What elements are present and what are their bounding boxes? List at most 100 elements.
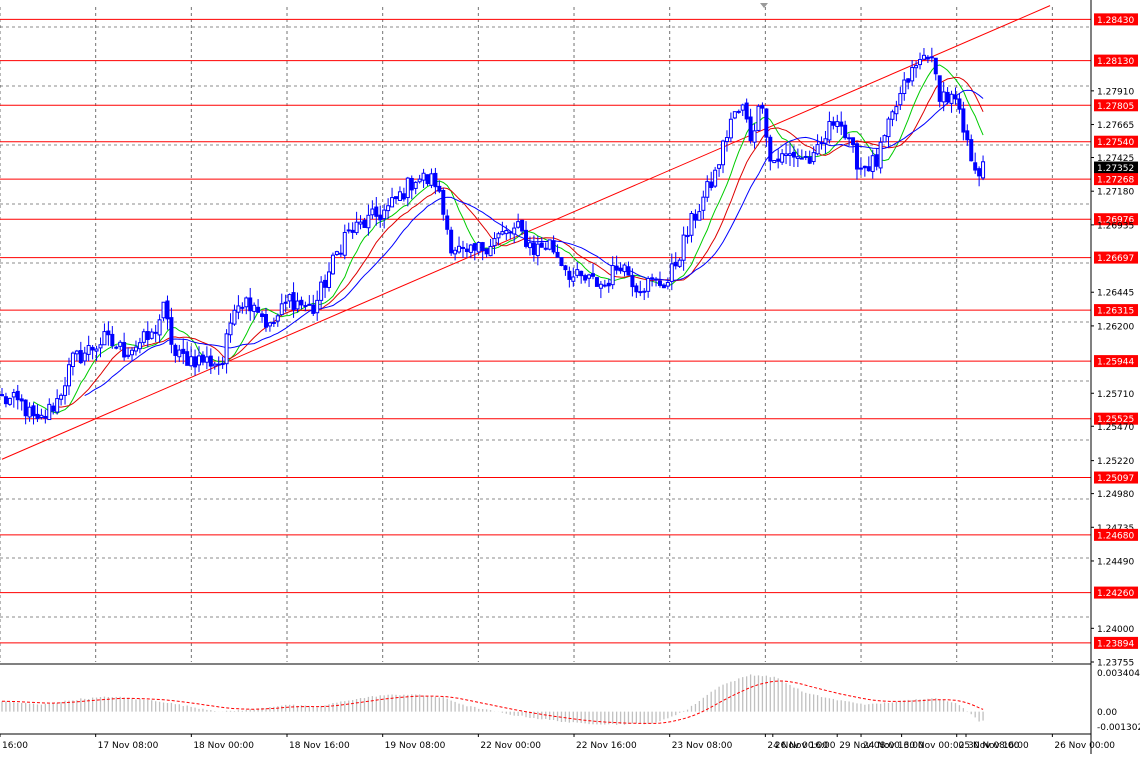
candle-body [197,355,201,366]
y-tick-label: 1.27910 [1097,87,1134,97]
candle-body [504,230,509,235]
candle-body [788,153,792,156]
candle-body [429,173,434,186]
candle-body [240,306,245,309]
candle-body [780,153,785,163]
candle-body [169,317,174,345]
y-tick-label: 1.25220 [1097,457,1134,467]
candle-body [661,284,666,289]
candle-body [681,234,686,261]
y-tick-label: 1.24735 [1097,524,1134,534]
candle-body [768,136,773,162]
candle-body [791,151,796,158]
candle-body [457,245,462,253]
candle-body [535,243,540,257]
candle-body [23,399,28,417]
candle-body [646,277,651,292]
level-label-bg [1094,213,1138,226]
candle-body [981,161,986,179]
candle-body [441,190,446,215]
candle-body [63,385,68,396]
candle-body [669,263,674,282]
candle-body [256,306,261,313]
y-tick-label: 1.27180 [1097,188,1134,198]
candle-body [417,178,422,183]
candle-body [275,315,280,322]
candle-body [527,242,532,249]
candle-body [906,78,911,83]
candle-body [354,221,359,234]
current-price-bg [1094,161,1138,174]
candles [0,47,986,425]
candle-body [811,152,816,163]
candle-body [137,342,142,350]
candle-body [914,65,919,69]
candle-body [323,279,328,288]
level-label: 1.27268 [1097,176,1134,186]
candle-body [220,363,225,366]
candle-body [854,143,859,170]
candle-body [500,231,505,235]
level-label: 1.25944 [1097,358,1134,368]
candle-body [114,346,119,349]
level-label: 1.25525 [1097,415,1134,425]
x-tick-label: 16:00 [2,741,28,751]
candle-body [200,354,205,363]
horizontal-levels[interactable] [0,18,1091,644]
candle-body [153,331,158,334]
x-tick-label: 29 Nov 08:00 [839,741,900,751]
x-tick-label: 24 Nov 00:00 [767,741,828,751]
candle-body [118,341,123,347]
y-tick-label: 1.26445 [1097,289,1134,299]
candle-body [472,243,477,251]
candle-body [488,245,493,257]
level-label: 1.28430 [1097,16,1134,26]
candle-body [626,266,631,276]
candle-body [59,394,64,400]
level-label-bg [1094,173,1138,186]
candle-body [342,231,347,256]
candle-body [764,108,769,138]
x-tick-label: 17 Nov 08:00 [98,741,159,751]
x-tick-label: 26 Nov 00:00 [1054,741,1115,751]
x-tick-label: 30 Nov 00:00 [904,741,965,751]
candle-body [618,267,623,272]
level-label: 1.25097 [1097,474,1134,484]
candle-body [421,172,426,181]
candle-body [776,158,781,162]
candle-body [740,104,745,111]
level-label-bg [1094,586,1138,599]
candle-body [721,140,726,166]
price-axis: 1.28430 1.28130 1.27910 1.27805 1.27665 1.275… [1091,13,1140,733]
candle-body [303,305,308,308]
candle-body [315,299,320,314]
candle-body [35,413,40,420]
candle-body [66,364,71,387]
candle-body [78,350,83,364]
candle-body [524,229,529,247]
candle-body [193,356,198,368]
x-tick-label: 30 Nov 16:00 [968,741,1029,751]
level-label: 1.27540 [1097,138,1134,148]
candle-body [878,141,883,169]
candle-body [665,281,670,287]
candle-body [374,206,379,217]
candle-body [126,354,131,357]
candle-body [559,257,564,267]
candle-body [445,215,450,230]
level-label-bg [1094,251,1138,264]
candle-body [894,106,899,115]
candle-body [177,349,182,358]
candle-body [969,139,974,162]
candle-body [945,91,950,103]
y-tick-label: 1.25710 [1097,390,1134,400]
candle-body [819,142,824,145]
candle-body [941,91,946,103]
candle-body [839,121,844,127]
candle-body [263,314,268,328]
candle-body [0,394,4,397]
candle-body [803,155,808,158]
candle-body [701,196,706,211]
